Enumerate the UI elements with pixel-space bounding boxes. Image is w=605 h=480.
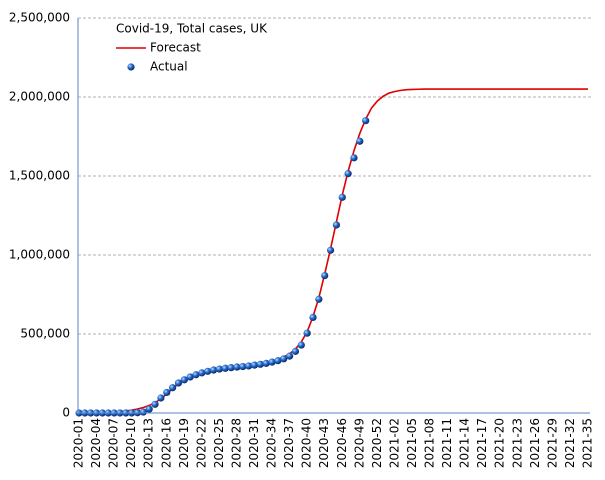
data-point (139, 408, 147, 416)
data-point (256, 360, 264, 368)
x-tick-label: 2020-43 (317, 418, 331, 468)
data-point (268, 358, 276, 366)
x-tick-label: 2021-14 (458, 418, 472, 468)
data-point (326, 246, 335, 254)
data-point (250, 361, 259, 369)
y-tick-label: 2,000,000 (9, 90, 70, 104)
x-tick-label: 2020-07 (107, 418, 121, 468)
legend: Covid-19, Total cases, UK Forecast Actual (116, 22, 268, 74)
data-point (157, 394, 165, 402)
data-point (186, 373, 194, 381)
data-point (350, 154, 358, 162)
y-tick-label: 1,000,000 (9, 248, 70, 262)
legend-title: Covid-19, Total cases, UK (116, 22, 268, 36)
data-point (233, 363, 241, 371)
y-tick-label: 2,500,000 (9, 11, 70, 25)
data-point (145, 405, 153, 413)
data-point (245, 362, 253, 370)
data-point (174, 379, 183, 387)
x-tick-label: 2020-22 (194, 418, 208, 468)
x-tick-label: 2021-02 (387, 418, 401, 468)
x-tick-label: 2021-08 (423, 418, 437, 468)
x-tick-label: 2020-10 (124, 418, 138, 468)
legend-label: Actual (150, 60, 188, 74)
x-tick-label: 2020-52 (370, 418, 384, 468)
data-point (315, 295, 323, 303)
x-tick-label: 2020-19 (177, 418, 191, 468)
data-point (309, 313, 317, 322)
data-point (303, 329, 311, 337)
y-tick-label: 500,000 (20, 327, 70, 341)
data-point (227, 364, 235, 372)
x-tick-label: 2020-34 (265, 418, 279, 468)
data-point (239, 362, 247, 371)
x-tick-label: 2020-49 (352, 418, 366, 468)
legend-label: Forecast (150, 41, 201, 55)
x-tick-label: 2020-04 (89, 418, 103, 468)
x-tick-label: 2020-31 (247, 418, 261, 468)
x-tick-label: 2020-28 (229, 418, 243, 468)
data-point (344, 170, 352, 178)
x-tick-label: 2020-13 (142, 418, 156, 468)
x-tick-label: 2021-05 (405, 418, 419, 468)
x-tick-label: 2020-25 (212, 418, 226, 468)
data-point (274, 357, 282, 365)
x-tick-label: 2021-26 (528, 418, 542, 468)
data-point (280, 355, 288, 363)
x-tick-label: 2021-23 (510, 418, 524, 468)
data-point (338, 193, 346, 201)
y-tick-label: 0 (62, 406, 70, 420)
x-tick-label: 2020-37 (282, 418, 296, 468)
data-point (286, 352, 294, 360)
data-point (221, 364, 229, 372)
data-point (297, 341, 305, 349)
data-point (169, 384, 177, 392)
data-point (151, 400, 159, 408)
data-point (262, 359, 270, 367)
data-point (192, 371, 200, 379)
data-point (209, 366, 218, 374)
x-tick-label: 2021-29 (545, 418, 559, 468)
data-point (180, 376, 188, 384)
x-tick-label: 2021-32 (563, 418, 577, 468)
x-tick-label: 2020-40 (300, 418, 314, 468)
x-tick-label: 2021-17 (475, 418, 489, 468)
data-point (291, 347, 300, 355)
data-point (356, 137, 364, 145)
y-tick-label: 1,500,000 (9, 169, 70, 183)
data-point (321, 271, 329, 280)
legend-swatch (127, 63, 135, 71)
data-point (332, 221, 341, 229)
x-tick-label: 2020-01 (72, 418, 86, 468)
x-tick-label: 2021-11 (440, 418, 454, 468)
x-tick-label: 2020-16 (159, 418, 173, 468)
data-point (163, 388, 171, 397)
x-tick-label: 2021-20 (493, 418, 507, 468)
x-tick-label: 2021-35 (581, 418, 595, 468)
data-point (215, 365, 224, 373)
x-tick-label: 2020-46 (335, 418, 349, 468)
data-point (362, 117, 370, 125)
data-point (198, 369, 206, 377)
data-point (204, 367, 212, 375)
